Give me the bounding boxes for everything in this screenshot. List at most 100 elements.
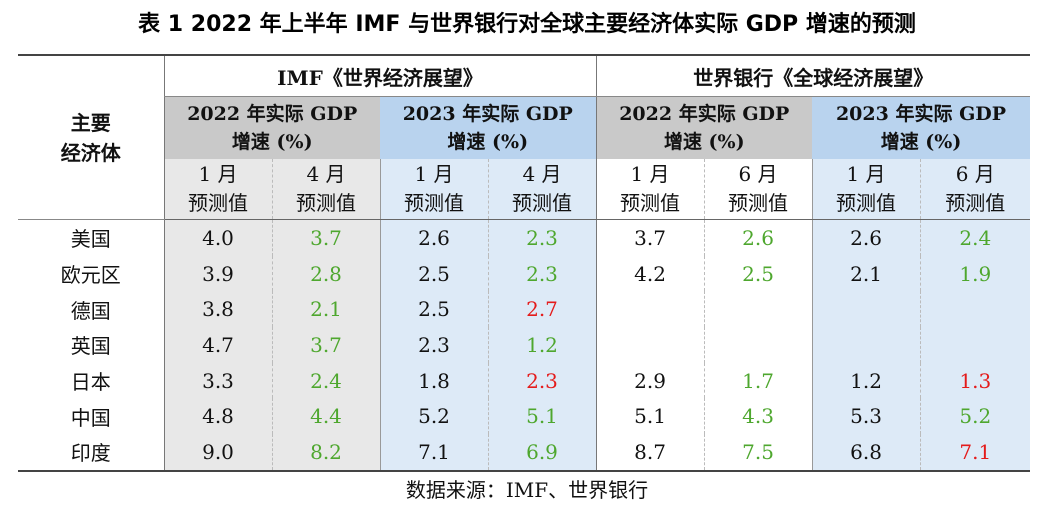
cell-imf22-apr: 4.4 — [271, 398, 380, 435]
cell-wb23-jan: 2.6 — [811, 219, 921, 256]
cell-wb22-jan: 5.1 — [595, 398, 705, 435]
cell-wb22-jan: 3.7 — [595, 219, 705, 256]
stub-header-line1: 主要 — [70, 110, 111, 135]
cell-wb22-jun: 2.6 — [703, 219, 813, 256]
col-month: 4 月 — [306, 162, 346, 186]
col-header-wb23-jun: 6 月预测值 — [919, 159, 1031, 220]
col-forecast: 预测值 — [620, 191, 681, 215]
cell-wb22-jan: 2.9 — [595, 362, 705, 399]
cell-imf23-jan: 2.3 — [379, 327, 488, 363]
row-label: 印度 — [18, 434, 164, 472]
cell-imf23-apr: 6.9 — [487, 434, 597, 472]
col-header-imf22-apr: 4 月预测值 — [271, 159, 380, 220]
cell-wb23-jun — [919, 291, 1031, 328]
cell-imf22-jan: 3.3 — [163, 362, 272, 399]
col-month: 6 月 — [955, 162, 995, 186]
subgroup-wb-2023: 2023 年实际 GDP 增速 (%) — [812, 96, 1031, 159]
table-row: 中国 4.8 4.4 5.2 5.1 5.1 4.3 5.3 5.2 — [18, 398, 1031, 435]
col-month: 6 月 — [738, 162, 778, 186]
cell-wb22-jun: 4.3 — [703, 398, 813, 435]
cell-imf23-apr: 1.2 — [487, 327, 597, 363]
col-forecast: 预测值 — [296, 191, 356, 215]
cell-imf23-jan: 2.5 — [379, 255, 488, 292]
col-header-imf22-jan: 1 月预测值 — [163, 159, 272, 220]
col-forecast: 预测值 — [945, 191, 1006, 215]
cell-imf23-jan: 5.2 — [379, 398, 488, 435]
cell-wb22-jun: 1.7 — [703, 362, 813, 399]
table-row: 日本 3.3 2.4 1.8 2.3 2.9 1.7 1.2 1.3 — [18, 362, 1031, 399]
cell-imf23-apr: 2.3 — [487, 219, 597, 256]
col-header-imf23-jan: 1 月预测值 — [379, 159, 488, 220]
col-header-wb22-jan: 1 月预测值 — [595, 159, 705, 220]
group-header-imf: IMF《世界经济展望》 — [163, 54, 597, 97]
col-month: 1 月 — [414, 162, 454, 186]
source-note: 数据来源：IMF、世界银行 — [405, 478, 649, 502]
cell-imf22-apr: 3.7 — [271, 219, 380, 256]
cell-imf23-apr: 2.3 — [487, 362, 597, 399]
col-forecast: 预测值 — [512, 191, 572, 215]
cell-wb23-jun: 5.2 — [919, 398, 1031, 435]
cell-wb22-jan: 4.2 — [595, 255, 705, 292]
row-label: 德国 — [70, 298, 111, 323]
cell-imf23-jan: 2.5 — [379, 291, 488, 328]
subgroup-label: 2023 年实际 GDP — [402, 103, 573, 125]
subgroup-label: 2022 年实际 GDP — [619, 103, 790, 125]
subgroup-label-unit: 增速 (%) — [231, 131, 313, 153]
cell-imf22-jan: 4.7 — [163, 327, 272, 363]
cell-wb22-jun: 7.5 — [703, 434, 813, 472]
cell-wb23-jun — [919, 327, 1031, 363]
subgroup-label: 2022 年实际 GDP — [187, 103, 358, 125]
cell-wb22-jun — [703, 291, 813, 328]
cell-imf22-apr: 8.2 — [271, 434, 380, 472]
subgroup-imf-2023: 2023 年实际 GDP 增速 (%) — [380, 96, 597, 159]
cell-wb23-jun: 1.9 — [919, 255, 1031, 292]
table-title: 表 1 2022 年上半年 IMF 与世界银行对全球主要经济体实际 GDP 增速… — [138, 12, 916, 37]
cell-imf23-jan: 1.8 — [379, 362, 488, 399]
row-label: 美国 — [70, 227, 111, 252]
cell-imf22-apr: 2.8 — [271, 255, 380, 292]
col-forecast: 预测值 — [188, 191, 248, 215]
forecast-table: 主要 经济体 IMF《世界经济展望》 世界银行《全球经济展望》 2022 年实际… — [18, 54, 1031, 472]
cell-wb23-jan: 6.8 — [811, 434, 921, 472]
cell-wb22-jun: 2.5 — [703, 255, 813, 292]
row-label: 日本 — [70, 370, 111, 395]
cell-imf22-jan: 4.0 — [163, 219, 272, 256]
table-row: 德国 3.8 2.1 2.5 2.7 — [18, 291, 1031, 328]
cell-imf23-apr: 2.7 — [487, 291, 597, 328]
row-label: 欧元区 — [60, 263, 121, 288]
table-row: 英国 4.7 3.7 2.3 1.2 — [18, 327, 1031, 363]
subgroup-label-unit: 增速 (%) — [880, 131, 962, 153]
cell-wb22-jun — [703, 327, 813, 363]
cell-imf22-jan: 9.0 — [163, 434, 272, 472]
cell-wb22-jan: 8.7 — [595, 434, 705, 472]
stub-header-line2: 经济体 — [60, 140, 121, 165]
col-header-wb22-jun: 6 月预测值 — [703, 159, 813, 220]
row-label: 英国 — [70, 334, 111, 359]
cell-wb23-jan: 5.3 — [811, 398, 921, 435]
group-header-worldbank: 世界银行《全球经济展望》 — [595, 54, 1031, 97]
cell-imf22-apr: 3.7 — [271, 327, 380, 363]
cell-imf23-jan: 2.6 — [379, 219, 488, 256]
col-month: 1 月 — [846, 162, 886, 186]
col-forecast: 预测值 — [836, 191, 897, 215]
table-row: 美国 4.0 3.7 2.6 2.3 3.7 2.6 2.6 2.4 — [18, 219, 1031, 256]
col-forecast: 预测值 — [728, 191, 789, 215]
subgroup-wb-2022: 2022 年实际 GDP 增速 (%) — [595, 96, 813, 159]
subgroup-label: 2023 年实际 GDP — [835, 103, 1007, 125]
cell-wb23-jan — [811, 291, 921, 328]
cell-wb22-jan — [595, 291, 705, 328]
col-header-imf23-apr: 4 月预测值 — [487, 159, 597, 220]
col-month: 1 月 — [198, 162, 238, 186]
table-row: 欧元区 3.9 2.8 2.5 2.3 4.2 2.5 2.1 1.9 — [18, 255, 1031, 292]
subgroup-imf-2022: 2022 年实际 GDP 增速 (%) — [163, 96, 380, 159]
col-month: 4 月 — [522, 162, 562, 186]
table-row: 印度 9.0 8.2 7.1 6.9 8.7 7.5 6.8 7.1 — [18, 434, 1031, 472]
cell-wb23-jan: 1.2 — [811, 362, 921, 399]
cell-imf22-jan: 3.9 — [163, 255, 272, 292]
cell-imf22-jan: 4.8 — [163, 398, 272, 435]
cell-imf23-apr: 5.1 — [487, 398, 597, 435]
col-month: 1 月 — [630, 162, 670, 186]
subgroup-label-unit: 增速 (%) — [663, 131, 745, 153]
col-forecast: 预测值 — [404, 191, 464, 215]
cell-wb23-jun: 7.1 — [919, 434, 1031, 472]
